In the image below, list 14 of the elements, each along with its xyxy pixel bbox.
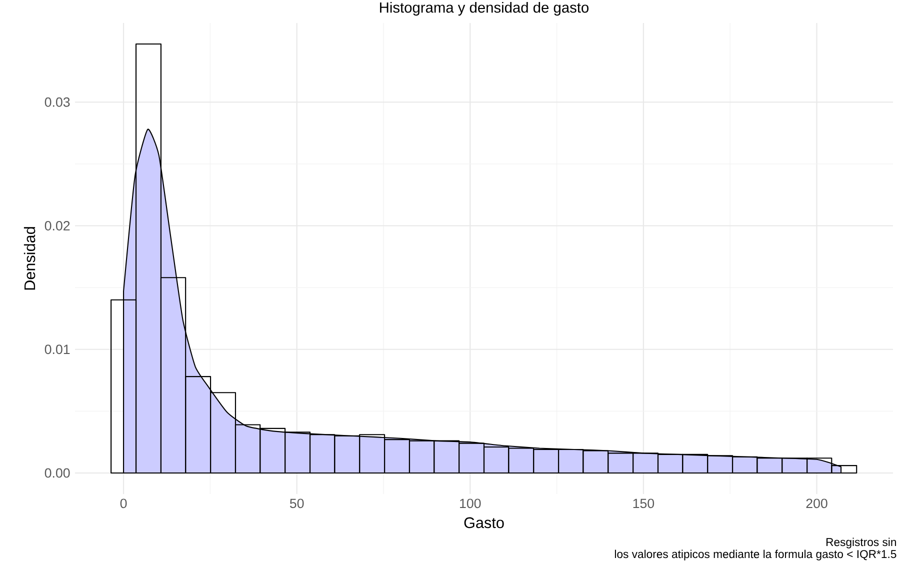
x-tick-label: 100 [460, 498, 481, 508]
y-axis-title: Densidad [24, 227, 36, 290]
x-tick-label: 150 [633, 498, 654, 508]
y-tick-label: 0.03 [44, 97, 70, 107]
text: Resgistros sin [826, 538, 896, 548]
text: los valores atipicos mediante la formula gasto < IQR*1.5 [614, 550, 896, 560]
chart-title: Histograma y densidad de gasto [380, 2, 589, 16]
y-tick-label: 0.02 [44, 221, 70, 230]
x-tick-label: 50 [290, 498, 304, 508]
x-tick-label: 200 [806, 498, 828, 508]
y-tick-label: 0.01 [44, 344, 70, 354]
x-axis-title: Gasto [464, 517, 504, 528]
x-tick-label: 0 [120, 498, 127, 508]
y-tick-label: 0.00 [44, 468, 70, 478]
